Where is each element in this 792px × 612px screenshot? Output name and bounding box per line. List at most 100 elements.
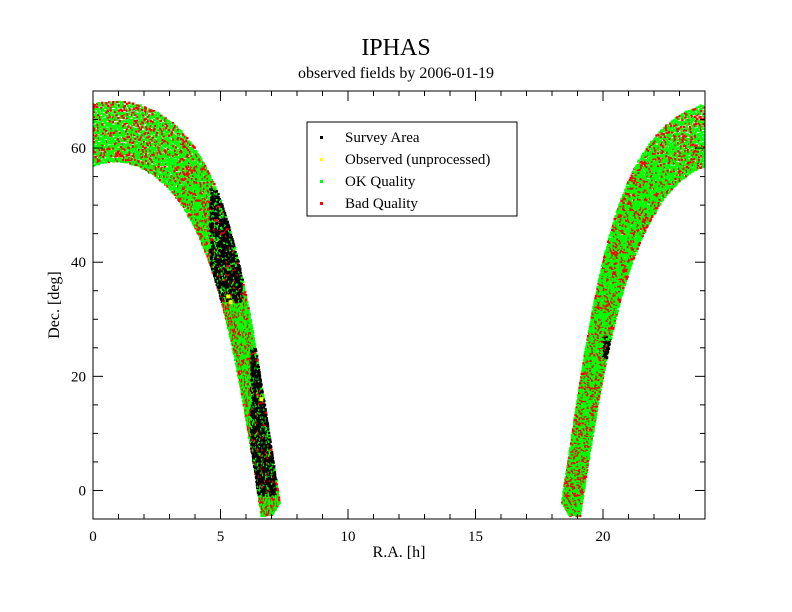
field-point — [667, 174, 670, 178]
field-point — [688, 122, 691, 125]
field-point — [656, 178, 660, 181]
field-point — [697, 156, 701, 159]
field-point — [650, 154, 654, 157]
field-point — [576, 435, 579, 438]
field-point — [616, 223, 619, 226]
field-point — [627, 240, 630, 243]
field-point — [671, 140, 674, 144]
field-point — [647, 211, 651, 214]
field-point — [583, 367, 587, 370]
field-point — [615, 211, 619, 214]
field-point — [608, 340, 611, 343]
field-point — [600, 363, 603, 367]
field-point — [694, 125, 697, 128]
field-point — [628, 217, 631, 221]
field-point — [104, 155, 107, 158]
field-point — [695, 122, 698, 126]
field-point — [572, 478, 576, 481]
field-point — [665, 164, 668, 167]
field-point — [570, 458, 574, 461]
field-point — [643, 178, 647, 181]
field-point — [586, 365, 589, 369]
field-point — [616, 296, 620, 299]
field-point — [643, 158, 647, 161]
field-point — [632, 186, 635, 190]
field-point — [621, 231, 624, 234]
field-point — [614, 225, 617, 228]
field-point — [592, 385, 595, 388]
field-point — [590, 330, 593, 334]
field-point — [601, 321, 605, 325]
field-point — [615, 300, 618, 304]
field-point — [652, 157, 655, 161]
field-point — [644, 155, 647, 158]
field-point — [612, 248, 616, 251]
field-point — [656, 153, 659, 156]
field-point — [668, 185, 671, 188]
field-point — [570, 491, 573, 494]
field-point — [614, 266, 617, 269]
field-point — [658, 192, 662, 196]
field-point — [104, 117, 107, 120]
field-point — [629, 244, 633, 248]
field-point — [580, 394, 583, 398]
field-point — [648, 160, 652, 164]
field-point — [642, 194, 646, 197]
field-point — [702, 143, 705, 147]
field-point — [581, 450, 585, 453]
field-point — [637, 197, 640, 201]
field-point — [647, 149, 650, 152]
field-point — [703, 145, 705, 149]
field-point — [682, 129, 686, 132]
field-point — [686, 115, 689, 118]
field-point — [607, 316, 610, 319]
field-point — [607, 338, 610, 341]
field-point — [103, 137, 106, 140]
field-point — [106, 159, 109, 163]
field-point — [646, 208, 649, 211]
field-point — [635, 241, 638, 244]
field-point — [681, 153, 684, 156]
field-point — [584, 459, 587, 462]
field-point — [609, 249, 613, 252]
field-point — [655, 173, 658, 176]
field-point — [658, 168, 661, 171]
field-point — [667, 191, 671, 194]
field-point — [611, 329, 614, 333]
field-point — [591, 309, 594, 313]
field-point — [108, 147, 112, 151]
field-point — [634, 205, 637, 208]
field-point — [668, 137, 672, 141]
field-point — [571, 461, 574, 464]
field-point — [638, 198, 642, 201]
field-point — [618, 268, 621, 271]
field-point — [604, 317, 608, 321]
field-point — [581, 426, 584, 429]
field-point — [562, 491, 565, 494]
field-point — [671, 184, 674, 187]
field-point — [676, 127, 679, 131]
field-point — [581, 496, 584, 500]
field-point — [629, 219, 632, 223]
field-point — [684, 167, 687, 170]
field-point — [644, 153, 647, 157]
field-point — [98, 131, 101, 134]
field-point — [648, 214, 651, 217]
field-point — [622, 220, 626, 223]
field-point — [625, 231, 628, 235]
field-point — [685, 165, 688, 169]
field-point — [103, 158, 106, 161]
field-point — [590, 356, 594, 359]
field-point — [635, 169, 638, 172]
field-point — [645, 169, 648, 172]
field-point — [619, 236, 622, 240]
field-point — [575, 447, 578, 450]
field-point — [93, 109, 96, 112]
field-point — [573, 420, 576, 424]
field-point — [98, 149, 102, 152]
field-point — [578, 479, 581, 482]
field-point — [636, 239, 639, 243]
field-point — [604, 314, 608, 317]
field-point — [701, 159, 704, 163]
field-point — [623, 224, 626, 227]
